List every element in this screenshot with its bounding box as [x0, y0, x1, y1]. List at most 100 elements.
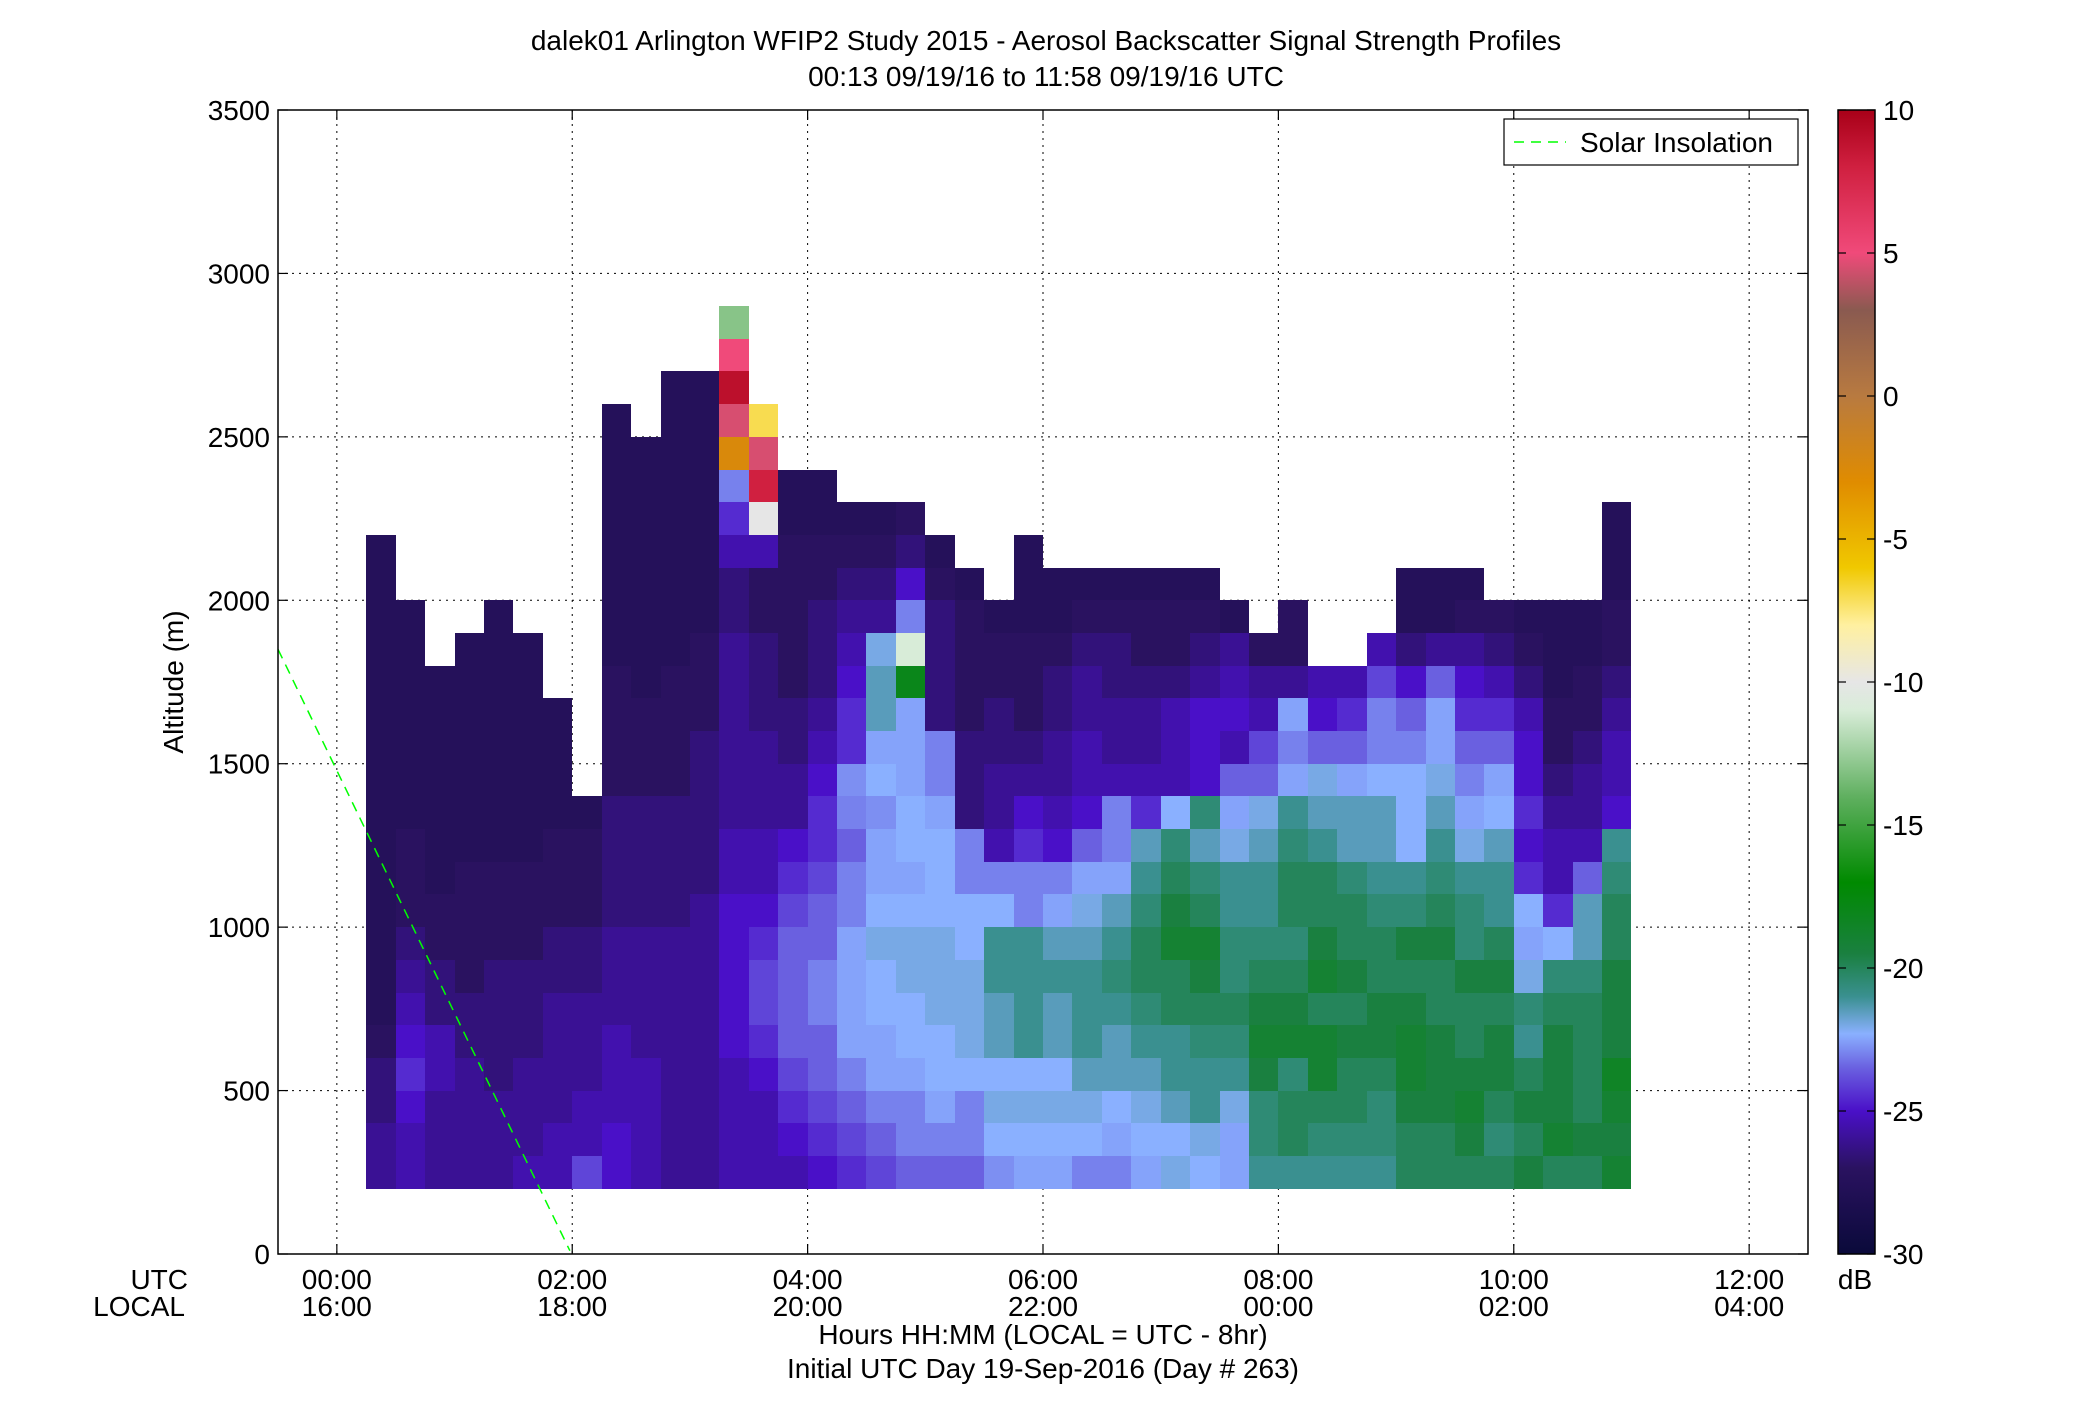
heatmap-cell [1573, 862, 1602, 894]
heatmap-cell [1426, 993, 1455, 1025]
heatmap-cell [1308, 894, 1337, 927]
y-tick-label: 3500 [208, 95, 270, 126]
heatmap-cell [1337, 1156, 1367, 1189]
heatmap-cell [572, 862, 602, 894]
heatmap-cell [1367, 1058, 1396, 1091]
heatmap-cell [455, 1025, 484, 1058]
heatmap-cell [1190, 666, 1220, 698]
heatmap-cell [690, 829, 719, 862]
heatmap-cell [602, 502, 631, 535]
heatmap-cell [690, 731, 719, 764]
heatmap-cell [661, 796, 690, 829]
heatmap-cell [1161, 894, 1190, 927]
heatmap-cell [631, 862, 661, 894]
heatmap-cell [749, 1058, 778, 1091]
heatmap-cell [1249, 1091, 1278, 1123]
heatmap-cell [837, 894, 866, 927]
heatmap-cell [984, 698, 1014, 731]
heatmap-cell [719, 960, 749, 993]
heatmap-cell [602, 470, 631, 502]
heatmap-cell [1102, 829, 1131, 862]
heatmap-cell [1190, 633, 1220, 666]
heatmap-cell [1278, 633, 1308, 666]
heatmap-cell [513, 1123, 543, 1156]
heatmap-cell [1102, 600, 1131, 633]
heatmap-cell [1131, 1025, 1161, 1058]
heatmap-cell [484, 764, 513, 796]
heatmap-cell [484, 993, 513, 1025]
heatmap-cell [1602, 894, 1631, 927]
heatmap-cell [866, 568, 896, 600]
heatmap-cell [749, 731, 778, 764]
heatmap-cell [866, 927, 896, 960]
heatmap-cell [1367, 862, 1396, 894]
heatmap-cell [1455, 1025, 1484, 1058]
heatmap-cell [1455, 829, 1484, 862]
heatmap-cell [1308, 1123, 1337, 1156]
heatmap-cell [1543, 1123, 1573, 1156]
colorbar-tick-label: -15 [1883, 810, 1923, 841]
heatmap-cell [1278, 829, 1308, 862]
heatmap-cell [631, 666, 661, 698]
heatmap-cell [925, 1091, 955, 1123]
heatmap-cell [808, 633, 837, 666]
heatmap-cell [1072, 862, 1102, 894]
heatmap-cell [925, 764, 955, 796]
heatmap-cell [1602, 1123, 1631, 1156]
heatmap-cell [1514, 927, 1543, 960]
heatmap-cell [543, 829, 572, 862]
heatmap-cell [1367, 1123, 1396, 1156]
heatmap-cell [425, 1123, 455, 1156]
x-row-label-utc: UTC [130, 1264, 188, 1295]
heatmap-cell [955, 666, 984, 698]
heatmap-cell [955, 764, 984, 796]
heatmap-cell [1131, 960, 1161, 993]
colorbar-tick-label: 10 [1883, 95, 1914, 126]
heatmap-cell [749, 894, 778, 927]
heatmap-cell [1249, 829, 1278, 862]
heatmap-cell [1131, 894, 1161, 927]
heatmap-cell [1484, 1058, 1514, 1091]
heatmap-cell [484, 600, 513, 633]
heatmap-cell [1514, 666, 1543, 698]
heatmap-cell [1543, 927, 1573, 960]
heatmap-cell [719, 371, 749, 404]
heatmap-cell [1102, 1091, 1131, 1123]
heatmap-cell [837, 502, 866, 535]
heatmap-cell [602, 404, 631, 437]
heatmap-cell [1543, 862, 1573, 894]
heatmap-cell [1573, 894, 1602, 927]
heatmap-cell [690, 502, 719, 535]
heatmap-cell [808, 1058, 837, 1091]
heatmap-cell [602, 666, 631, 698]
solar-insolation-line [277, 648, 571, 1252]
heatmap-cell [396, 894, 425, 927]
heatmap-cell [1278, 1156, 1308, 1189]
heatmap-cell [1484, 1025, 1514, 1058]
heatmap-cell [425, 796, 455, 829]
heatmap-cell [1102, 568, 1131, 600]
heatmap-cell [808, 1091, 837, 1123]
x-tick-label-utc: 06:00 [1008, 1264, 1078, 1295]
heatmap-cell [1278, 796, 1308, 829]
heatmap-cell [1043, 568, 1072, 600]
heatmap-cell [1602, 731, 1631, 764]
heatmap-cell [719, 894, 749, 927]
heatmap-cell [1602, 633, 1631, 666]
heatmap-cell [1367, 829, 1396, 862]
legend: Solar Insolation [1503, 118, 1799, 166]
heatmap-cell [455, 731, 484, 764]
heatmap-cell [808, 502, 837, 535]
heatmap-cell [455, 698, 484, 731]
heatmap-cell [1455, 993, 1484, 1025]
heatmap-cell [1190, 698, 1220, 731]
heatmap-cell [719, 306, 749, 339]
heatmap-cell [1278, 731, 1308, 764]
heatmap-cell [1367, 1025, 1396, 1058]
heatmap-cell [1072, 894, 1102, 927]
axes: 00:0016:0002:0018:0004:0020:0006:0022:00… [208, 95, 1808, 1322]
heatmap-cell [396, 698, 425, 731]
heatmap-cell [808, 927, 837, 960]
heatmap-cell [1308, 960, 1337, 993]
